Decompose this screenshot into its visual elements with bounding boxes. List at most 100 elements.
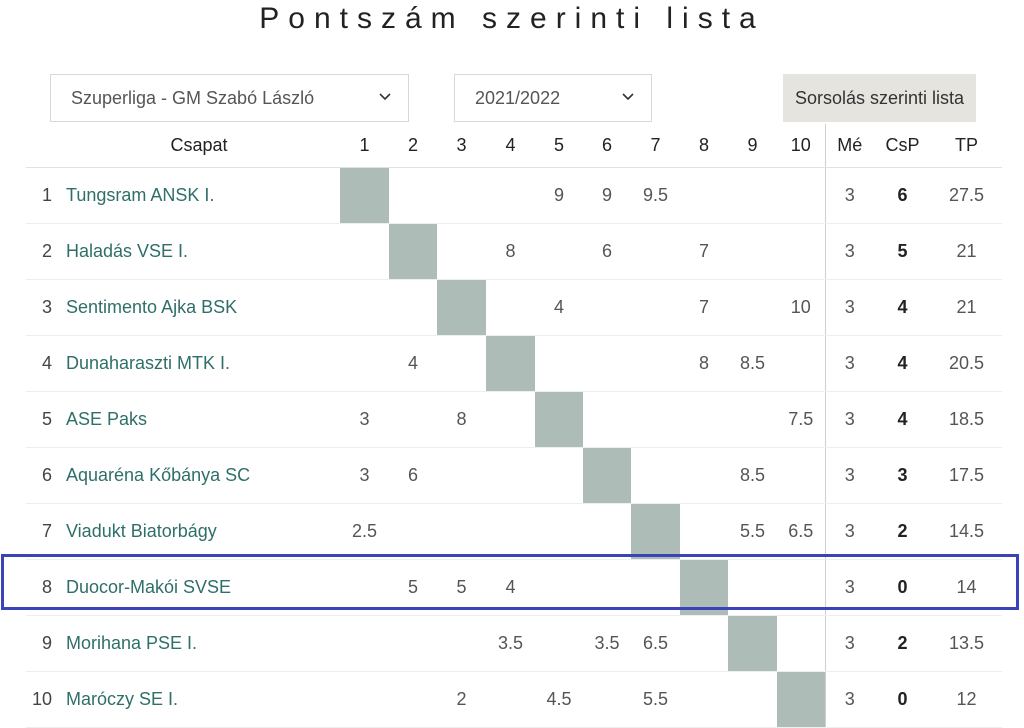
score-cell: 2.5: [340, 503, 389, 560]
score-cell: [728, 391, 777, 448]
team-link[interactable]: Morihana PSE I.: [58, 615, 340, 672]
score-cell: 4: [535, 279, 583, 336]
score-cell: [680, 503, 728, 560]
score-cell: [777, 223, 825, 280]
self-match-cell: [340, 167, 389, 224]
board-points-cell: 14: [931, 559, 1002, 616]
team-link[interactable]: Tungsram ANSK I.: [58, 167, 340, 224]
team-link[interactable]: Dunaharaszti MTK I.: [58, 335, 340, 392]
team-link[interactable]: Viadukt Biatorbágy: [58, 503, 340, 560]
team-link[interactable]: Aquaréna Kőbánya SC: [58, 447, 340, 504]
team-points-cell: 4: [874, 391, 931, 448]
page-title: Pontszám szerinti lista: [259, 2, 765, 35]
score-cell: [389, 279, 437, 336]
score-cell: [777, 335, 825, 392]
score-cell: [728, 559, 777, 616]
score-cell: 6: [389, 447, 437, 504]
score-cell: [583, 335, 631, 392]
round-header: 9: [728, 124, 777, 168]
rank-cell: 10: [26, 671, 58, 728]
score-cell: [631, 559, 680, 616]
team-link[interactable]: Haladás VSE I.: [58, 223, 340, 280]
table-row: 1 Tungsram ANSK I. 9 9 9.5 3 6 27.5: [26, 167, 1002, 224]
table-row: 4 Dunaharaszti MTK I. 4 8 8.5 3 4 20.5: [26, 335, 1002, 392]
league-select-value: Szuperliga - GM Szabó László: [71, 87, 315, 108]
team-link[interactable]: ASE Paks: [58, 391, 340, 448]
score-cell: [680, 447, 728, 504]
score-cell: 8.5: [728, 335, 777, 392]
rank-cell: 8: [26, 559, 58, 616]
score-cell: 9: [583, 167, 631, 224]
round-header: 4: [486, 124, 535, 168]
score-cell: 4: [486, 559, 535, 616]
score-cell: [777, 447, 825, 504]
score-cell: [583, 671, 631, 728]
score-cell: [680, 391, 728, 448]
score-cell: [437, 223, 486, 280]
team-link[interactable]: Sentimento Ajka BSK: [58, 279, 340, 336]
score-cell: 7: [680, 279, 728, 336]
matches-cell: 3: [824, 279, 874, 336]
score-cell: [389, 671, 437, 728]
score-cell: 5.5: [728, 503, 777, 560]
self-match-cell: [631, 503, 680, 560]
score-cell: [535, 447, 583, 504]
table-row: 3 Sentimento Ajka BSK 4 7 10 3 4 21: [26, 279, 1002, 336]
rank-cell: 6: [26, 447, 58, 504]
score-cell: [340, 223, 389, 280]
round-header: 6: [583, 124, 631, 168]
score-cell: 6.5: [777, 503, 825, 560]
score-cell: 3.5: [583, 615, 631, 672]
team-points-cell: 0: [874, 559, 931, 616]
self-match-cell: [583, 447, 631, 504]
team-link[interactable]: Duocor-Makói SVSE: [58, 559, 340, 616]
score-cell: 8: [486, 223, 535, 280]
score-cell: [437, 615, 486, 672]
chevron-down-icon: [622, 93, 634, 101]
score-cell: [777, 167, 825, 224]
season-select[interactable]: 2021/2022: [454, 74, 652, 122]
self-match-cell: [777, 671, 825, 728]
score-cell: [437, 335, 486, 392]
score-cell: 3: [340, 391, 389, 448]
round-header: 7: [631, 124, 680, 168]
score-cell: [535, 503, 583, 560]
league-select[interactable]: Szuperliga - GM Szabó László: [50, 74, 409, 122]
team-points-cell: 4: [874, 335, 931, 392]
board-points-cell: 21: [931, 279, 1002, 336]
score-cell: [340, 559, 389, 616]
score-cell: [389, 615, 437, 672]
csp-header: CsP: [874, 124, 931, 168]
team-points-cell: 2: [874, 503, 931, 560]
draw-list-button[interactable]: Sorsolás szerinti lista: [783, 74, 976, 122]
matches-cell: 3: [824, 391, 874, 448]
table-row: 7 Viadukt Biatorbágy 2.5 5.5 6.5 3 2 14.5: [26, 503, 1002, 560]
score-cell: [486, 503, 535, 560]
score-cell: 4: [389, 335, 437, 392]
round-header: 3: [437, 124, 486, 168]
season-select-value: 2021/2022: [475, 87, 561, 108]
round-header: 8: [680, 124, 728, 168]
team-points-cell: 3: [874, 447, 931, 504]
score-cell: [340, 335, 389, 392]
round-header: 10: [777, 124, 825, 168]
table-row: 6 Aquaréna Kőbánya SC 3 6 8.5 3 3 17.5: [26, 447, 1002, 504]
score-cell: [535, 559, 583, 616]
table-row: 5 ASE Paks 3 8 7.5 3 4 18.5: [26, 391, 1002, 448]
score-cell: [728, 279, 777, 336]
score-cell: [631, 279, 680, 336]
score-cell: [340, 279, 389, 336]
score-cell: 8: [680, 335, 728, 392]
score-cell: [340, 671, 389, 728]
score-cell: [631, 223, 680, 280]
rank-cell: 2: [26, 223, 58, 280]
score-cell: [583, 391, 631, 448]
score-cell: 5: [389, 559, 437, 616]
score-cell: [728, 671, 777, 728]
matches-cell: 3: [824, 503, 874, 560]
self-match-cell: [535, 391, 583, 448]
score-cell: [583, 559, 631, 616]
tp-header: TP: [931, 124, 1002, 168]
team-link[interactable]: Maróczy SE I.: [58, 671, 340, 728]
score-cell: [389, 167, 437, 224]
